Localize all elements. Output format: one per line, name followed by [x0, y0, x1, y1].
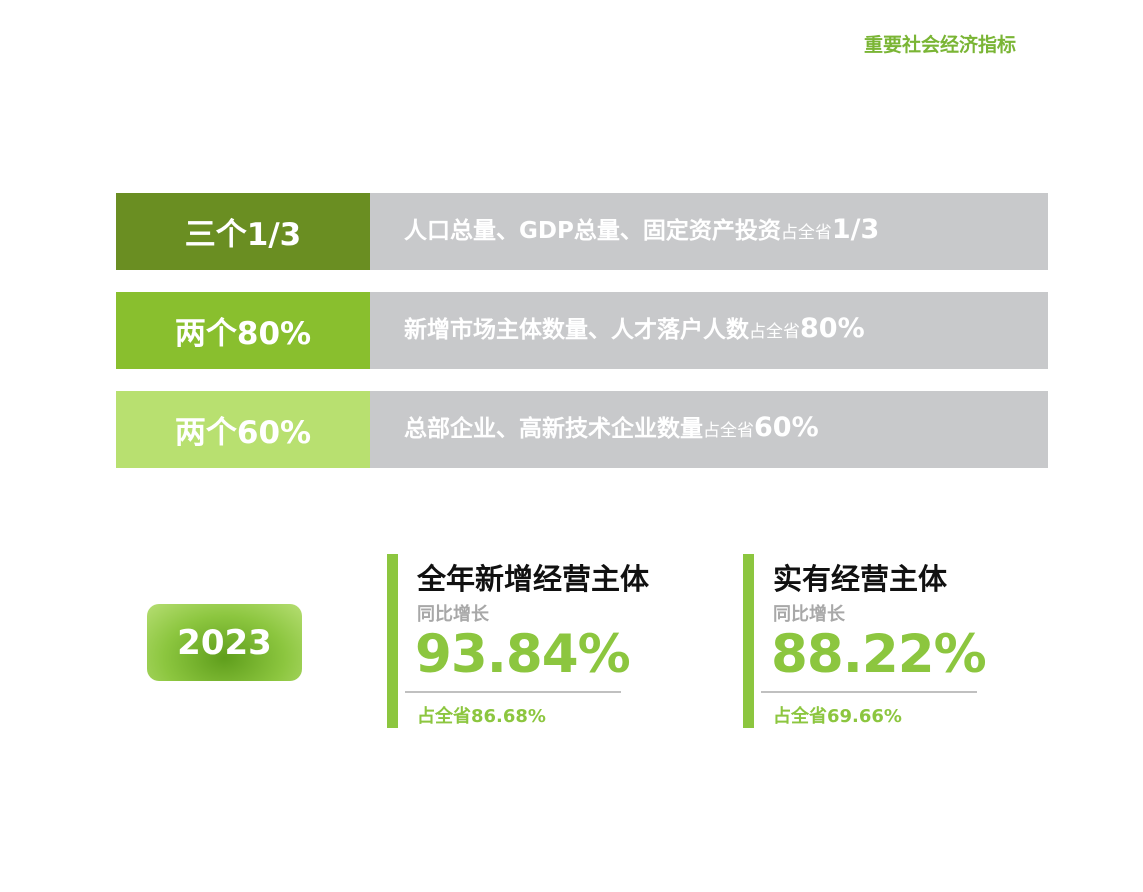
stat-value: 88.22% [771, 624, 987, 685]
indicator-desc-main: 总部企业、高新技术企业数量 [404, 416, 703, 442]
stat-subtitle: 同比增长 [773, 604, 845, 625]
indicator-desc-small: 占全省 [703, 421, 754, 441]
indicator-description: 总部企业、高新技术企业数量 占全省 60% [370, 391, 1048, 468]
stat-share: 占全省86.68% [417, 706, 546, 727]
indicator-desc-value: 1/3 [831, 214, 880, 245]
indicator-desc-main: 人口总量、GDP总量、固定资产投资 [404, 218, 781, 244]
page-title: 重要社会经济指标 [864, 34, 1017, 56]
year-badge: 2023 [147, 604, 302, 681]
accent-bar [387, 554, 398, 728]
indicator-description: 人口总量、GDP总量、固定资产投资 占全省 1/3 [370, 193, 1048, 270]
indicator-row: 两个60% 总部企业、高新技术企业数量 占全省 60% [116, 391, 1048, 468]
indicator-row: 两个80% 新增市场主体数量、人才落户人数 占全省 80% [116, 292, 1048, 369]
indicator-desc-value: 60% [754, 412, 819, 443]
divider [405, 691, 621, 693]
stat-subtitle: 同比增长 [417, 604, 489, 625]
stat-value: 93.84% [415, 624, 631, 685]
indicator-desc-small: 占全省 [749, 322, 800, 342]
accent-bar [743, 554, 754, 728]
stat-share: 占全省69.66% [773, 706, 902, 727]
stat-title: 实有经营主体 [773, 562, 948, 596]
stat-block-new-entities: 全年新增经营主体 同比增长 93.84% 占全省86.68% [387, 554, 649, 728]
indicator-row: 三个1/3 人口总量、GDP总量、固定资产投资 占全省 1/3 [116, 193, 1048, 270]
divider [761, 691, 977, 693]
indicator-desc-small: 占全省 [780, 223, 832, 243]
indicator-label: 两个60% [116, 391, 370, 468]
stat-block-existing-entities: 实有经营主体 同比增长 88.22% 占全省69.66% [743, 554, 987, 728]
indicator-desc-value: 80% [800, 313, 865, 344]
stat-title: 全年新增经营主体 [417, 562, 650, 596]
indicator-label: 三个1/3 [116, 193, 370, 270]
indicator-label: 两个80% [116, 292, 370, 369]
indicator-desc-main: 新增市场主体数量、人才落户人数 [404, 317, 749, 343]
indicator-description: 新增市场主体数量、人才落户人数 占全省 80% [370, 292, 1048, 369]
